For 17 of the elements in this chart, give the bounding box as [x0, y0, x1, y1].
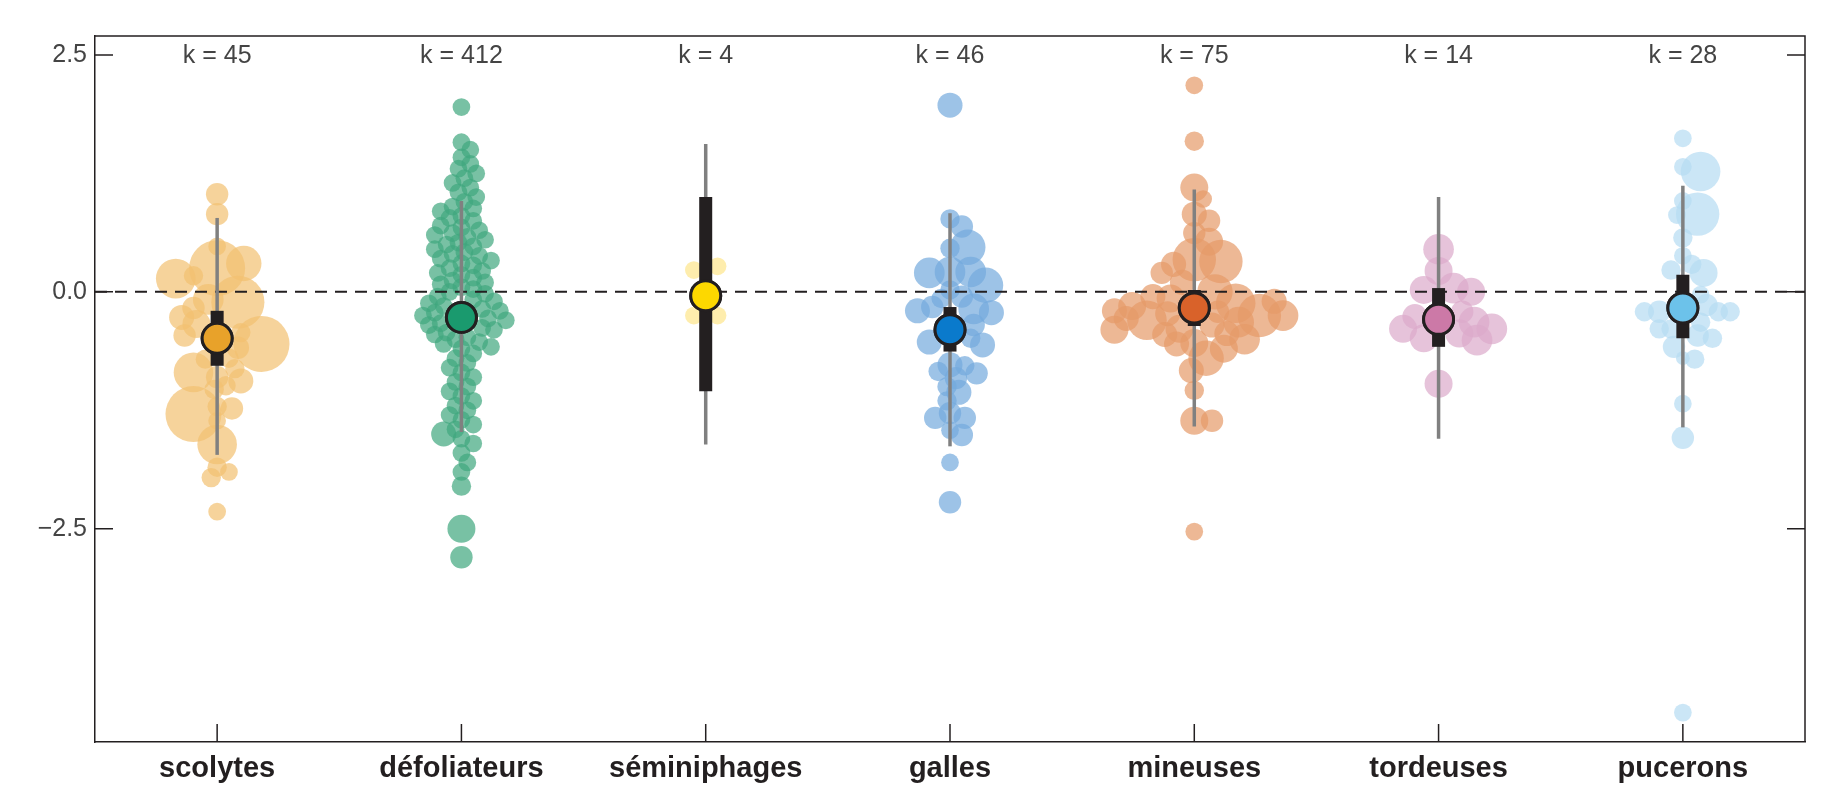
x-tick-label: galles — [908, 751, 992, 784]
x-tick-label: mineuses — [1127, 751, 1262, 784]
annotation: k = 46 — [915, 39, 985, 68]
annotation: k = 75 — [1159, 39, 1229, 68]
y-tick-label: −2.5 — [37, 512, 87, 541]
annotation: k = 28 — [1648, 39, 1718, 68]
x-tick-label: défoliateurs — [379, 751, 544, 784]
x-tick-label: scolytes — [159, 751, 276, 784]
annotation: k = 45 — [182, 39, 252, 68]
x-tick-label: séminiphages — [609, 751, 803, 784]
x-tick-label: pucerons — [1617, 751, 1749, 784]
annotation: k = 412 — [420, 39, 503, 68]
annotation: k = 4 — [678, 39, 734, 68]
x-tick-label: tordeuses — [1369, 751, 1508, 784]
y-tick-label: 0.0 — [52, 275, 87, 304]
y-tick-label: 2.5 — [52, 38, 87, 67]
annotation: k = 14 — [1404, 39, 1474, 68]
